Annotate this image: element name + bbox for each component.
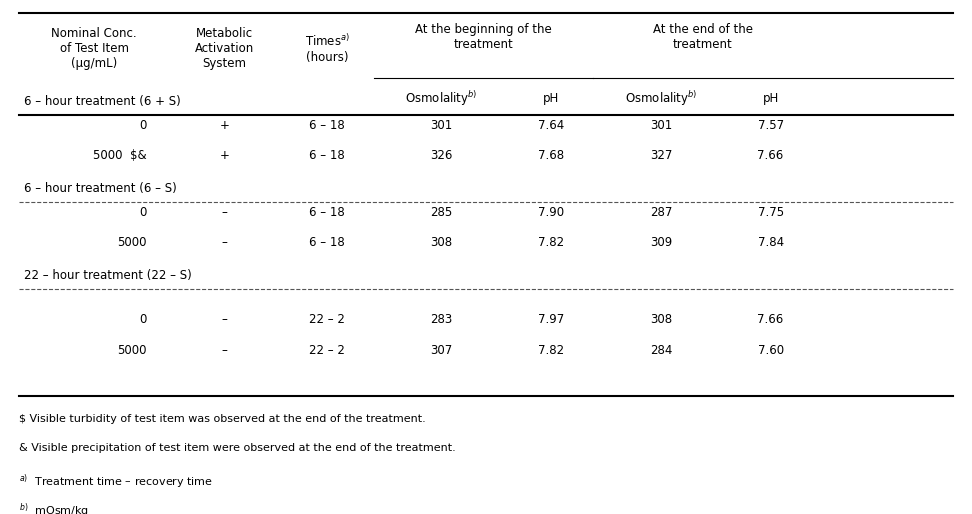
Text: 6 – 18: 6 – 18 bbox=[309, 206, 345, 219]
Text: 5000  $&: 5000 $& bbox=[92, 150, 147, 162]
Text: 7.97: 7.97 bbox=[538, 313, 565, 326]
Text: & Visible precipitation of test item were observed at the end of the treatment.: & Visible precipitation of test item wer… bbox=[19, 443, 456, 453]
Text: –: – bbox=[222, 344, 227, 357]
Text: 301: 301 bbox=[650, 119, 672, 132]
Text: 7.60: 7.60 bbox=[757, 344, 783, 357]
Text: $^{a)}$  Treatment time – recovery time: $^{a)}$ Treatment time – recovery time bbox=[19, 472, 214, 491]
Text: 5000: 5000 bbox=[117, 344, 147, 357]
Text: 5000: 5000 bbox=[117, 236, 147, 249]
Text: 309: 309 bbox=[650, 236, 672, 249]
Text: 7.66: 7.66 bbox=[757, 150, 783, 162]
Text: 327: 327 bbox=[649, 150, 673, 162]
Text: At the end of the
treatment: At the end of the treatment bbox=[653, 23, 753, 51]
Text: 6 – hour treatment (6 – S): 6 – hour treatment (6 – S) bbox=[24, 182, 177, 195]
Text: 7.82: 7.82 bbox=[538, 344, 565, 357]
Text: 7.82: 7.82 bbox=[538, 236, 565, 249]
Text: 0: 0 bbox=[139, 119, 147, 132]
Text: 0: 0 bbox=[139, 313, 147, 326]
Text: 285: 285 bbox=[431, 206, 453, 219]
Text: 7.75: 7.75 bbox=[757, 206, 783, 219]
Text: $^{b)}$  mOsm/kg: $^{b)}$ mOsm/kg bbox=[19, 502, 89, 514]
Text: Times$^{a)}$
(hours): Times$^{a)}$ (hours) bbox=[305, 33, 350, 64]
Text: +: + bbox=[220, 150, 229, 162]
Text: 287: 287 bbox=[649, 206, 673, 219]
Text: At the beginning of the
treatment: At the beginning of the treatment bbox=[415, 23, 552, 51]
Text: 6 – hour treatment (6 + S): 6 – hour treatment (6 + S) bbox=[24, 95, 181, 108]
Text: 307: 307 bbox=[431, 344, 453, 357]
Text: pH: pH bbox=[762, 93, 779, 105]
Text: 7.68: 7.68 bbox=[538, 150, 565, 162]
Text: 6 – 18: 6 – 18 bbox=[309, 119, 345, 132]
Text: 22 – hour treatment (22 – S): 22 – hour treatment (22 – S) bbox=[24, 269, 192, 282]
Text: 326: 326 bbox=[431, 150, 453, 162]
Text: 6 – 18: 6 – 18 bbox=[309, 150, 345, 162]
Text: 7.57: 7.57 bbox=[757, 119, 783, 132]
Text: –: – bbox=[222, 313, 227, 326]
Text: 22 – 2: 22 – 2 bbox=[309, 344, 345, 357]
Text: $ Visible turbidity of test item was observed at the end of the treatment.: $ Visible turbidity of test item was obs… bbox=[19, 414, 426, 424]
Text: Metabolic
Activation
System: Metabolic Activation System bbox=[195, 27, 255, 70]
Text: Nominal Conc.
of Test Item
(μg/mL): Nominal Conc. of Test Item (μg/mL) bbox=[52, 27, 137, 70]
Text: Osmolality$^{b)}$: Osmolality$^{b)}$ bbox=[625, 89, 697, 108]
Text: 7.84: 7.84 bbox=[757, 236, 783, 249]
Text: 7.90: 7.90 bbox=[538, 206, 565, 219]
Text: 284: 284 bbox=[649, 344, 673, 357]
Text: 7.64: 7.64 bbox=[538, 119, 565, 132]
Text: 22 – 2: 22 – 2 bbox=[309, 313, 345, 326]
Text: 0: 0 bbox=[139, 206, 147, 219]
Text: 301: 301 bbox=[431, 119, 453, 132]
Text: 283: 283 bbox=[431, 313, 453, 326]
Text: –: – bbox=[222, 206, 227, 219]
Text: 6 – 18: 6 – 18 bbox=[309, 236, 345, 249]
Text: pH: pH bbox=[543, 93, 560, 105]
Text: 7.66: 7.66 bbox=[757, 313, 783, 326]
Text: Osmolality$^{b)}$: Osmolality$^{b)}$ bbox=[405, 89, 478, 108]
Text: 308: 308 bbox=[431, 236, 453, 249]
Text: +: + bbox=[220, 119, 229, 132]
Text: 308: 308 bbox=[650, 313, 672, 326]
Text: –: – bbox=[222, 236, 227, 249]
